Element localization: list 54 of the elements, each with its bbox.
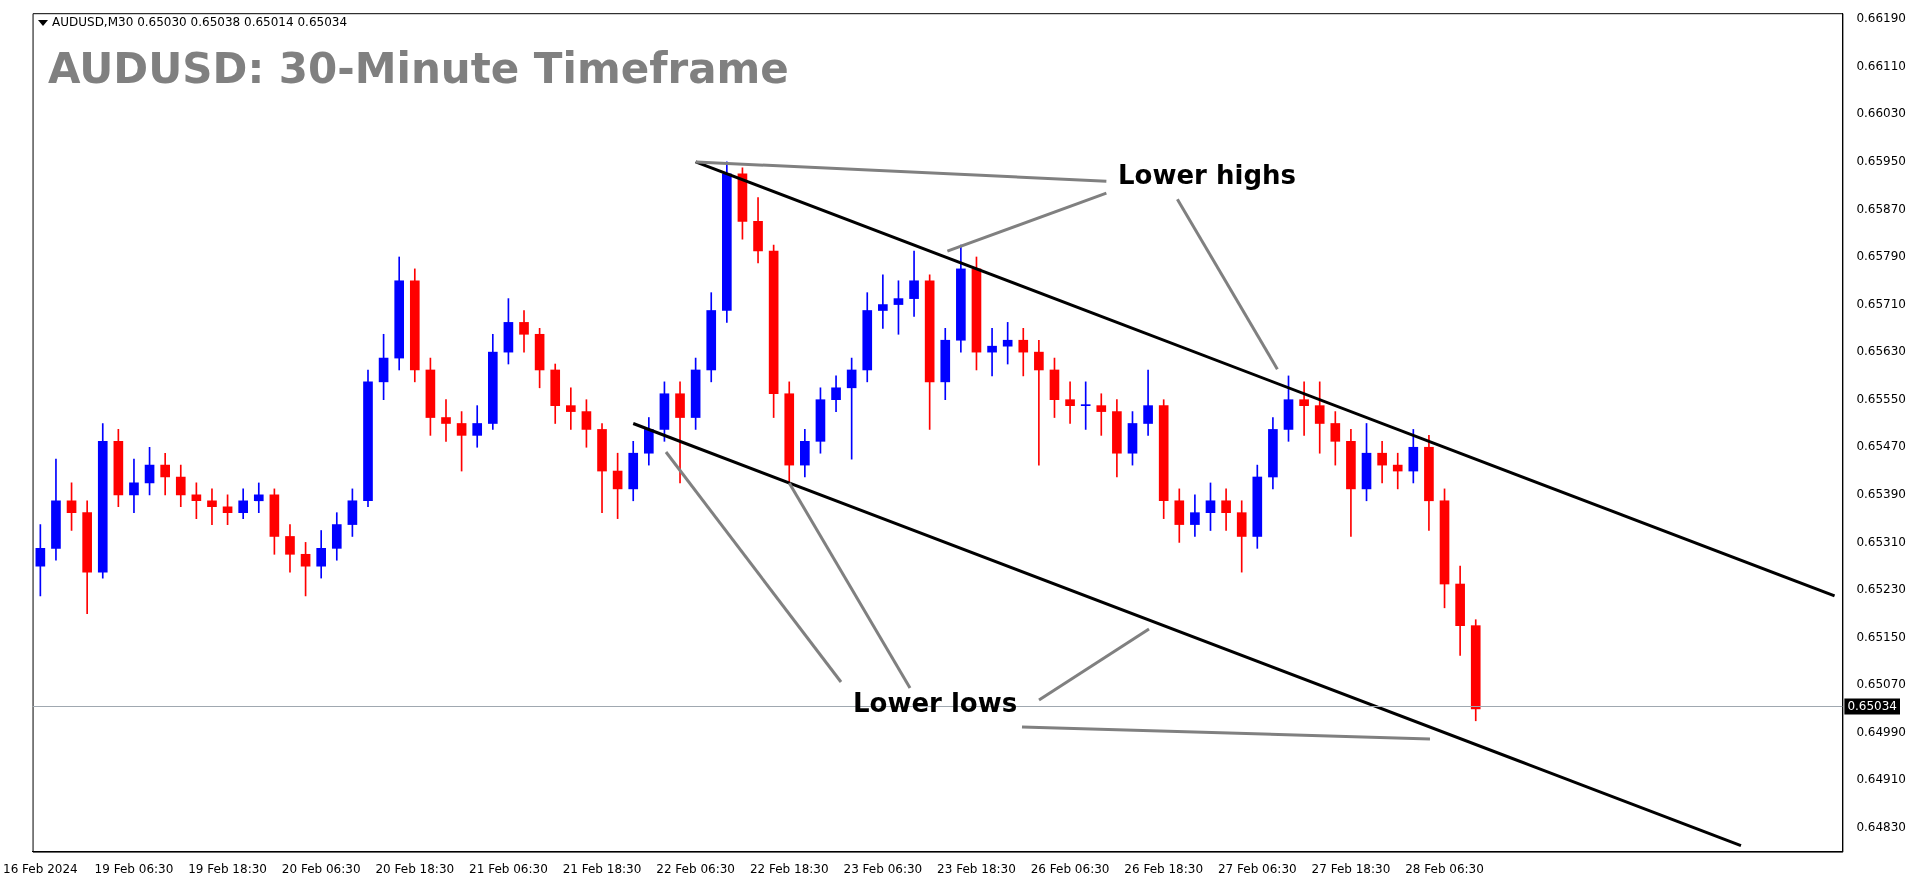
y-tick-label: 0.65070 <box>1856 677 1906 692</box>
candlestick <box>441 399 451 442</box>
candlestick <box>1018 328 1029 377</box>
x-tick-label: 23 Feb 18:30 <box>937 861 1016 876</box>
candlestick <box>878 274 888 329</box>
y-tick-label: 0.65870 <box>1856 201 1906 216</box>
candlestick <box>1080 381 1091 430</box>
y-tick-label: 0.65390 <box>1856 486 1906 501</box>
x-tick-label: 21 Feb 18:30 <box>562 861 642 876</box>
y-tick-label: 0.65950 <box>1856 153 1906 168</box>
candlestick <box>1034 339 1044 466</box>
y-tick-label: 0.64910 <box>1856 772 1906 787</box>
y-tick-label: 0.66110 <box>1856 58 1906 73</box>
y-tick-label: 0.65310 <box>1856 534 1906 549</box>
x-tick-label: 23 Feb 06:30 <box>843 861 923 876</box>
y-tick-label: 0.65710 <box>1856 296 1906 311</box>
candlestick <box>129 458 139 513</box>
y-tick-label: 0.66030 <box>1856 106 1906 121</box>
x-tick-label: 28 Feb 06:30 <box>1405 861 1484 876</box>
candlestick <box>1096 393 1107 436</box>
annotation: Lower highs <box>1118 160 1296 190</box>
x-tick-label: 19 Feb 18:30 <box>188 861 267 876</box>
x-tick-label: 22 Feb 06:30 <box>656 861 735 876</box>
y-tick-label: 0.65470 <box>1856 439 1906 454</box>
candlestick <box>1002 322 1013 365</box>
y-tick-label: 0.64990 <box>1856 724 1906 739</box>
candlestick <box>1065 381 1075 424</box>
chart-subtitle: AUDUSD,M30 0.65030 0.65038 0.65014 0.65034 <box>52 15 348 29</box>
x-tick-label: 27 Feb 06:30 <box>1217 861 1297 876</box>
y-tick-label: 0.65230 <box>1856 582 1906 597</box>
y-tick-label: 0.65150 <box>1856 629 1906 644</box>
candlestick <box>987 328 997 377</box>
x-tick-label: 21 Feb 06:30 <box>469 861 548 876</box>
text: AUDUSD: 30-Minute Timeframe <box>48 44 789 93</box>
annotation: Lower lows <box>853 688 1018 718</box>
candlestick <box>207 488 217 525</box>
y-tick-label: 0.64830 <box>1856 819 1906 834</box>
x-tick-label: 19 Feb 06:30 <box>94 861 174 876</box>
x-tick-label: 20 Feb 06:30 <box>281 861 361 876</box>
x-tick-label: 16 Feb 2024 <box>3 861 78 876</box>
y-tick-label: 0.65550 <box>1856 391 1906 406</box>
x-tick-label: 26 Feb 06:30 <box>1030 861 1110 876</box>
x-tick-label: 26 Feb 18:30 <box>1124 861 1204 876</box>
x-tick-label: 20 Feb 18:30 <box>375 861 455 876</box>
x-tick-label: 27 Feb 18:30 <box>1311 861 1391 876</box>
y-tick-label: 0.65630 <box>1856 344 1906 359</box>
candlestick <box>565 387 576 430</box>
candlestick <box>1299 381 1309 436</box>
x-tick-label: 22 Feb 18:30 <box>749 861 829 876</box>
candlestick <box>1392 452 1403 490</box>
y-tick-label: 0.66190 <box>1856 11 1906 26</box>
candlestick <box>253 482 264 513</box>
y-tick-label: 0.65790 <box>1856 249 1906 264</box>
ref-line-label: 0.65034 <box>1847 698 1897 713</box>
